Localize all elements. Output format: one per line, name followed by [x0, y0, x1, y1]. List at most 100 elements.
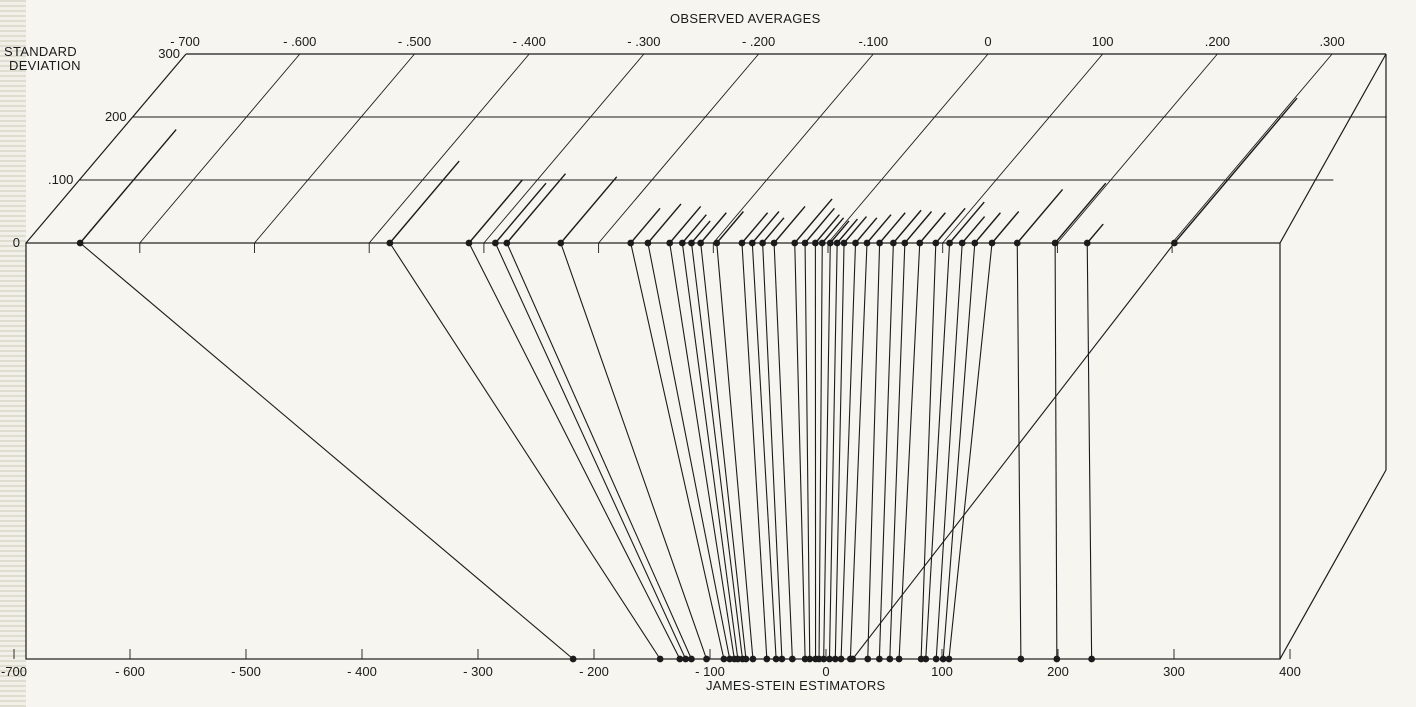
james-stein-dot	[875, 655, 883, 663]
observed-average-dot	[465, 239, 473, 247]
estimator-tick-label: 100	[931, 664, 953, 679]
estimator-tick-label: 0	[822, 664, 829, 679]
shrinkage-line	[889, 242, 906, 660]
shrinkage-line	[1086, 242, 1093, 660]
sd-stick	[716, 211, 744, 244]
observed-average-dot	[818, 239, 826, 247]
observed-gridline	[483, 53, 645, 244]
sd-stick	[879, 212, 906, 244]
observed-tick-label: - .600	[283, 34, 316, 49]
sd-stick	[961, 216, 986, 244]
sd-stick	[974, 212, 1001, 244]
shrinkage-line	[898, 242, 921, 660]
james-stein-dot	[849, 655, 857, 663]
observed-gridline	[1171, 53, 1333, 244]
observed-average-dot	[1051, 239, 1059, 247]
observed-average-dot	[811, 239, 819, 247]
sd-axis-title-line2: DEVIATION	[9, 58, 81, 73]
right-face-top-edge	[1279, 53, 1387, 244]
sd-stick	[1173, 97, 1298, 244]
observed-gridline	[1057, 53, 1218, 244]
observed-average-dot	[826, 239, 834, 247]
shrinkage-line	[79, 242, 574, 660]
shrinkage-line	[948, 242, 993, 660]
james-stein-dot	[688, 655, 695, 663]
sd-stick	[814, 214, 840, 244]
sd-stick	[854, 217, 878, 244]
observed-average-dot	[863, 239, 871, 247]
sd-stick	[647, 203, 682, 244]
sd-stick	[751, 211, 780, 244]
james-stein-dot	[778, 655, 786, 663]
sd-tick-label: .100	[48, 172, 73, 187]
shrinkage-line	[560, 242, 708, 660]
sd-stick	[1086, 223, 1104, 244]
observed-average-dot	[988, 239, 996, 247]
observed-average-dot	[840, 239, 848, 247]
estimator-tick-label: 200	[1047, 664, 1069, 679]
shrinkage-line	[878, 242, 894, 660]
james-stein-dot	[720, 655, 728, 663]
shrinkage-line	[716, 242, 754, 660]
sd-stick	[949, 201, 985, 244]
observed-gridline	[942, 53, 1104, 244]
scan-edge-texture	[0, 0, 26, 707]
james-stein-dot	[569, 655, 577, 663]
estimator-tick-label: 400	[1279, 664, 1301, 679]
sd-axis-title-line1: STANDARD	[4, 44, 77, 59]
shrinkage-line	[630, 242, 725, 660]
top-axis-title: OBSERVED AVERAGES	[670, 11, 821, 26]
estimator-tick-label: - 200	[579, 664, 609, 679]
observed-average-dot	[1013, 239, 1021, 247]
sd-tick-label: 200	[105, 109, 127, 124]
sd-stick	[919, 212, 946, 244]
observed-tick-label: 100	[1092, 34, 1114, 49]
shrinkage-line	[468, 242, 681, 660]
estimator-tick-label: -700	[1, 664, 27, 679]
james-stein-dot	[1053, 655, 1061, 663]
shrinkage-line	[818, 242, 823, 660]
observed-tick-label: - 700	[170, 34, 200, 49]
observed-average-dot	[971, 239, 979, 247]
estimator-tick-label: - 400	[347, 664, 377, 679]
james-stein-dot	[820, 655, 828, 663]
shrinkage-line	[942, 242, 976, 660]
james-stein-dot	[772, 655, 780, 663]
observed-average-dot	[491, 239, 499, 247]
observed-average-dot	[833, 239, 841, 247]
sd-stick	[866, 214, 892, 244]
sd-stick	[79, 129, 177, 244]
observed-tick-label: .200	[1205, 34, 1230, 49]
observed-average-dot	[503, 239, 511, 247]
james-stein-dot	[1017, 655, 1025, 663]
observed-average-dot	[1083, 239, 1091, 247]
sd-stick	[700, 212, 727, 244]
sd-stick	[762, 217, 785, 244]
sd-stick	[836, 218, 858, 244]
observed-gridline	[368, 53, 530, 244]
observed-average-dot	[1170, 239, 1178, 247]
shrinkage-line	[690, 242, 744, 660]
observed-gridline	[598, 53, 759, 244]
james-stein-dot	[656, 655, 664, 663]
shrinkage-line	[773, 242, 793, 660]
sd-stick	[773, 206, 806, 244]
shrinkage-line	[828, 242, 838, 660]
shrinkage-line	[867, 242, 881, 660]
shrinkage-line	[669, 242, 735, 660]
sd-stick	[821, 217, 845, 244]
sd-stick	[829, 220, 850, 244]
shrinkage-line	[647, 242, 731, 660]
observed-tick-label: - .500	[398, 34, 431, 49]
observed-average-dot	[889, 239, 897, 247]
observed-average-dot	[916, 239, 924, 247]
right-face-bottom-edge	[1279, 469, 1387, 660]
observed-average-dot	[946, 239, 953, 247]
james-stein-dot	[1088, 655, 1096, 663]
observed-average-dot	[386, 239, 394, 247]
observed-gridline	[139, 53, 301, 244]
sd-stick	[494, 182, 547, 244]
observed-gridline	[827, 53, 989, 244]
estimator-tick-label: - 300	[463, 664, 493, 679]
sd-stick	[843, 216, 867, 244]
